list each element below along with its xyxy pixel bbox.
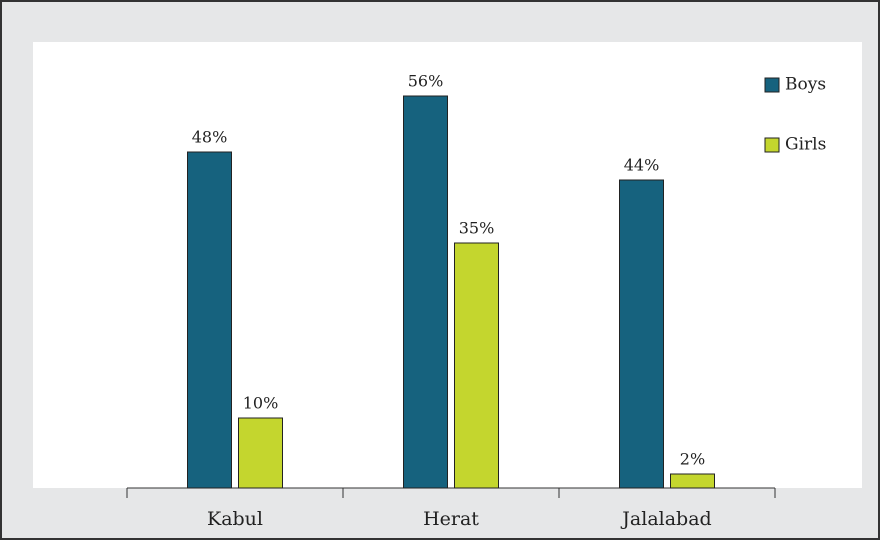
bar — [619, 179, 664, 489]
x-tick-label: Herat — [423, 508, 479, 530]
value-label: 56% — [408, 72, 444, 91]
value-label: 48% — [192, 128, 228, 147]
bar — [403, 95, 448, 489]
value-label: 10% — [243, 394, 279, 413]
value-label: 2% — [680, 450, 705, 469]
legend-label: Girls — [785, 135, 826, 155]
legend-label: Boys — [785, 75, 826, 95]
value-label: 44% — [624, 156, 660, 175]
bar — [238, 417, 283, 489]
legend-swatch — [764, 77, 780, 93]
legend-swatch — [764, 137, 780, 153]
value-label: 35% — [459, 219, 495, 238]
x-tick-label: Kabul — [207, 508, 263, 530]
x-tick-label: Jalalabad — [620, 508, 711, 530]
bar — [670, 473, 715, 489]
bar — [187, 151, 232, 489]
bar — [454, 242, 499, 489]
